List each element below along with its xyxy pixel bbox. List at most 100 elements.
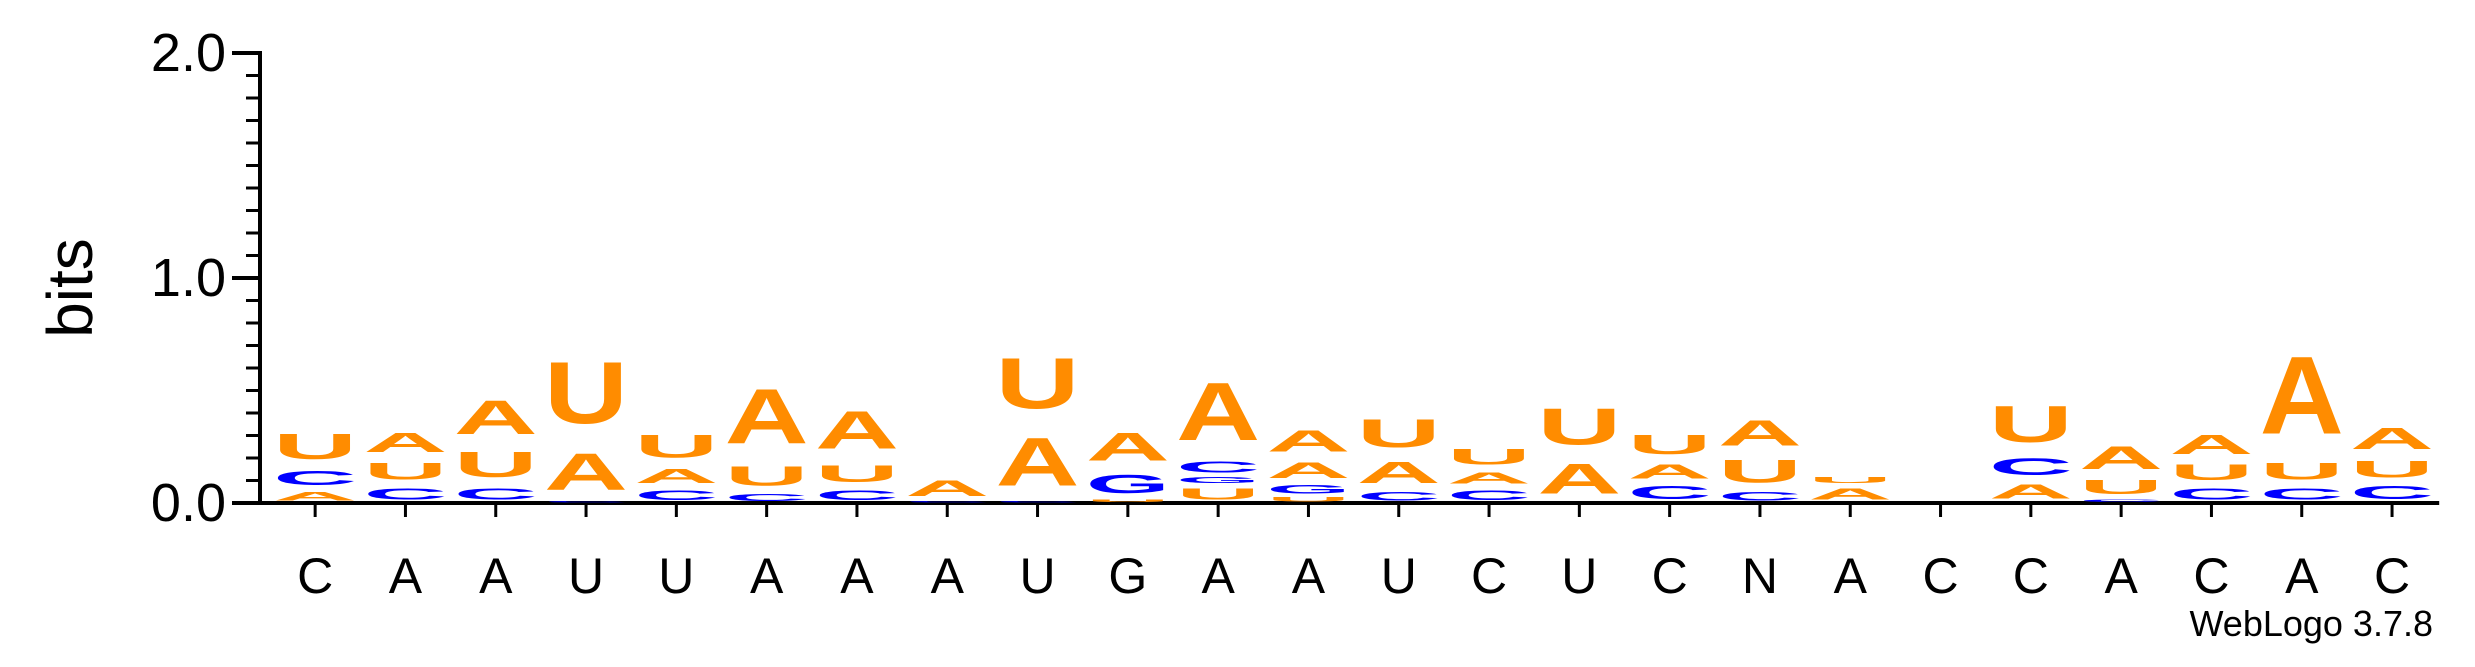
x-tick-label: C xyxy=(1652,548,1688,604)
logo-letter-C: C xyxy=(2350,483,2434,503)
x-tick-label: A xyxy=(1292,548,1326,604)
logo-letter-C: C xyxy=(2169,485,2253,503)
logo-letter-U: U xyxy=(544,342,628,441)
x-tick-label: A xyxy=(750,548,784,604)
logo-letter-A: A xyxy=(905,476,989,501)
x-tick-label: C xyxy=(1471,548,1507,604)
logo-letter-A: A xyxy=(1628,460,1712,483)
logo-letter-U: U xyxy=(2260,458,2344,485)
x-tick-label: A xyxy=(389,548,423,604)
logo-letter-U: U xyxy=(725,460,809,492)
logo-letter-C: C xyxy=(454,485,538,503)
logo-letter-U: U xyxy=(1086,499,1170,503)
logo-letter-A: A xyxy=(1357,456,1441,490)
logo-letter-A: A xyxy=(634,465,718,488)
logo-letter-A: A xyxy=(1266,458,1350,483)
logo-letter-C: C xyxy=(1176,458,1260,476)
logo-letter-C: C xyxy=(1447,487,1531,503)
logo-letter-U: U xyxy=(273,427,357,467)
y-axis-label: bits xyxy=(34,238,106,338)
x-tick-label: C xyxy=(297,548,333,604)
logo-letter-U: U xyxy=(634,429,718,465)
logo-letter-A: A xyxy=(454,390,538,444)
x-tick-label: C xyxy=(2013,548,2049,604)
logo-letter-A: A xyxy=(2260,334,2344,458)
logo-letter-U: U xyxy=(1357,411,1441,456)
logo-letter-C: C xyxy=(2260,485,2344,503)
logo-letter-C: C xyxy=(363,485,447,503)
logo-letter-C: C xyxy=(1628,483,1712,503)
logo-letter-U: U xyxy=(815,460,899,487)
logo-letter-U: U xyxy=(2079,476,2163,499)
x-tick-label: U xyxy=(658,548,694,604)
logo-letter-U: U xyxy=(454,445,538,485)
x-tick-label: C xyxy=(2374,548,2410,604)
x-tick-label: G xyxy=(1108,548,1147,604)
logo-letter-C: C xyxy=(996,501,1080,503)
logo-letter-A: A xyxy=(544,442,628,501)
x-tick-label: A xyxy=(2104,548,2138,604)
logo-letter-A: A xyxy=(725,373,809,461)
logo-letter-U: U xyxy=(363,458,447,485)
logo-letter-A: A xyxy=(1537,456,1621,503)
logo-letter-A: A xyxy=(2079,440,2163,476)
logo-letter-A: A xyxy=(996,425,1080,501)
logo-stacks: ACUCUACUACAUCAUCUACUACACAUUGAUGCAUGAACAU… xyxy=(273,334,2434,503)
logo-letter-C: C xyxy=(905,501,989,503)
x-tick-label: A xyxy=(1201,548,1235,604)
logo-letter-C: C xyxy=(725,492,809,503)
logo-letter-A: A xyxy=(1718,413,1802,453)
x-tick-label: U xyxy=(1561,548,1597,604)
logo-letter-U: U xyxy=(1628,428,1712,460)
logo-letter-A: A xyxy=(1447,469,1531,487)
logo-letter-C: C xyxy=(2079,499,2163,503)
logo-letter-A: A xyxy=(1808,485,1892,503)
x-tick-label: A xyxy=(1834,548,1868,604)
logo-letter-G: G xyxy=(1086,469,1170,498)
x-tick-label: A xyxy=(931,548,965,604)
x-tick-label: U xyxy=(1381,548,1417,604)
x-tick-label: C xyxy=(2193,548,2229,604)
logo-letter-U: U xyxy=(1447,444,1531,469)
logo-letter-U: U xyxy=(1266,496,1350,503)
logo-letter-C: C xyxy=(1718,489,1802,503)
logo-letter-C: C xyxy=(815,487,899,503)
x-tick-label: C xyxy=(1922,548,1958,604)
x-tick-label: A xyxy=(479,548,513,604)
logo-letter-A: A xyxy=(2350,422,2434,456)
logo-letter-U: U xyxy=(996,343,1080,424)
logo-letter-U: U xyxy=(1989,395,2073,454)
logo-letter-C: C xyxy=(634,487,718,503)
logo-letter-A: A xyxy=(1266,424,1350,458)
x-tick-label: U xyxy=(1019,548,1055,604)
y-tick-label: 1.0 xyxy=(151,248,226,308)
logo-letter-U: U xyxy=(1718,454,1802,490)
logo-letter-U: U xyxy=(2169,460,2253,485)
x-tick-label: A xyxy=(2285,548,2319,604)
y-tick-label: 2.0 xyxy=(151,23,226,83)
logo-letter-G: G xyxy=(1266,483,1350,496)
logo-letter-A: A xyxy=(815,400,899,460)
logo-letter-U: U xyxy=(1537,397,1621,456)
logo-letter-C: C xyxy=(1357,489,1441,503)
logo-letter-A: A xyxy=(1176,366,1260,458)
logo-letter-U: U xyxy=(1176,485,1260,503)
logo-letter-U: U xyxy=(1808,476,1892,485)
logo-letter-A: A xyxy=(2169,428,2253,460)
logo-letter-A: A xyxy=(1086,424,1170,469)
x-tick-label: U xyxy=(568,548,604,604)
logo-letter-G: G xyxy=(1176,476,1260,485)
logo-letter-A: A xyxy=(363,426,447,458)
logo-letter-A: A xyxy=(1989,480,2073,503)
logo-letter-C: C xyxy=(273,467,357,490)
logo-letter-C: C xyxy=(544,501,628,503)
x-tick-label: N xyxy=(1742,548,1778,604)
logo-letter-C: C xyxy=(1989,453,2073,480)
y-tick-label: 0.0 xyxy=(151,473,226,533)
logo-letter-U: U xyxy=(2350,456,2434,483)
weblogo-credit: WebLogo 3.7.8 xyxy=(2189,603,2433,644)
logo-letter-A: A xyxy=(273,489,357,503)
y-axis: 0.0 1.0 2.0 bits xyxy=(34,23,262,533)
